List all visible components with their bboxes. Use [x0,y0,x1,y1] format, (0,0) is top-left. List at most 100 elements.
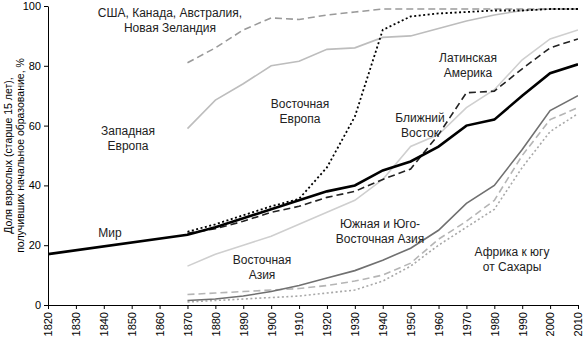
series-line [187,114,578,302]
y-tick: 40 [29,179,48,191]
series-label-line: Южная и Юго- [340,217,420,231]
series-label: ВосточнаяАзия [233,253,292,282]
x-tick: 2000 [544,305,556,336]
y-axis-title-line: получивших начальное образование, % [14,58,26,253]
x-tick: 1890 [238,305,250,336]
x-tick-label: 1970 [461,312,473,336]
x-tick-mark [522,305,523,309]
x-tick-label: 1950 [405,312,417,336]
x-tick-mark [411,305,412,309]
series-label-line: Азия [249,268,276,282]
y-tick: 100 [23,0,48,12]
series-line [187,96,578,301]
x-tick-label: 1990 [517,312,529,336]
series-label: ЗападнаяЕвропа [101,124,155,153]
x-tick-label: 1880 [210,312,222,336]
x-tick-mark [76,305,77,309]
series-line [48,64,578,254]
y-tick-mark [44,126,48,127]
x-tick: 2010 [572,305,584,336]
series-label: США, Канада, Австралия,Новая Зеландия [98,6,242,35]
x-tick: 1970 [461,305,473,336]
series-label-line: Западная [101,124,155,138]
series-label-line: Восток [401,126,440,140]
x-tick-label: 1940 [377,312,389,336]
y-tick-mark [44,305,48,306]
y-axis-title: Доля взрослых (старше 15 лет),получивших… [2,58,26,253]
x-tick-label: 1980 [489,312,501,336]
series-label-line: Америка [444,66,493,80]
x-tick: 1830 [70,305,82,336]
y-axis-title-line: Доля взрослых (старше 15 лет), [2,77,14,233]
x-tick-label: 2010 [572,312,584,336]
y-tick-mark [44,66,48,67]
series-line [187,39,578,233]
x-tick-mark [578,305,579,309]
series-label-line: Европа [108,139,149,153]
y-tick-label: 100 [23,0,41,12]
x-tick-label: 1910 [293,312,305,336]
x-tick-mark [271,305,272,309]
y-tick: 20 [29,239,48,251]
series-label: Мир [98,226,122,240]
y-tick-mark [44,6,48,7]
series-line [187,108,578,295]
x-axis: 1820 1830 1840 1850 1860 1870 1880 1890 1900 1910… [42,305,584,336]
x-tick-label: 1900 [266,312,278,336]
x-tick: 1840 [98,305,110,336]
chart: 1820 1830 1840 1850 1860 1870 1880 1890 1900 1910… [0,0,584,344]
x-tick-mark [550,305,551,309]
series-label: БлижнийВосток [395,111,445,140]
x-tick-label: 1820 [42,312,54,336]
x-tick: 1860 [154,305,166,336]
y-axis: 0 20 40 60 80 100 [23,0,49,311]
series-label-line: США, Канада, Австралия, [98,6,242,20]
x-tick-mark [187,305,188,309]
plot-area [48,9,578,302]
x-tick: 1820 [42,305,54,336]
y-tick: 0 [35,299,48,311]
x-tick-mark [48,305,49,309]
series-label-line: Латинская [439,51,497,65]
x-tick-mark [215,305,216,309]
x-tick-mark [355,305,356,309]
series-label-line: Новая Зеландия [124,21,216,35]
y-tick-label: 0 [35,299,41,311]
x-tick-label: 1830 [70,312,82,336]
x-tick: 1880 [210,305,222,336]
x-tick-mark [466,305,467,309]
x-tick-label: 1870 [182,312,194,336]
series-label-line: Ближний [395,111,445,125]
x-tick: 1850 [126,305,138,336]
series-label-line: Восточная Азия [336,232,425,246]
x-tick-mark [132,305,133,309]
series-labels: Мир США, Канада, Австралия,Новая Зеландия… [98,6,550,282]
series-label-line: Мир [98,226,122,240]
x-tick-label: 1860 [154,312,166,336]
x-tick-label: 1960 [433,312,445,336]
x-tick-mark [299,305,300,309]
x-tick-mark [243,305,244,309]
series-label: ВосточнаяЕвропа [271,97,330,126]
x-tick-label: 1920 [321,312,333,336]
y-tick: 60 [29,120,48,132]
x-axis-line [49,305,579,306]
x-tick: 1960 [433,305,445,336]
x-tick-label: 1840 [98,312,110,336]
x-tick-mark [383,305,384,309]
x-tick-mark [494,305,495,309]
y-tick: 80 [29,60,48,72]
x-tick-label: 1850 [126,312,138,336]
series-label: ЛатинскаяАмерика [439,51,497,80]
x-tick: 1930 [349,305,361,336]
x-tick-mark [160,305,161,309]
y-tick-label: 40 [29,179,41,191]
y-tick-label: 60 [29,120,41,132]
x-tick-label: 1890 [238,312,250,336]
series-line [187,30,578,266]
series-label-line: от Сахары [483,260,542,274]
x-tick: 1990 [517,305,529,336]
series-label-line: Европа [280,112,321,126]
y-tick-label: 80 [29,60,41,72]
series-label-line: Восточная [233,253,292,267]
